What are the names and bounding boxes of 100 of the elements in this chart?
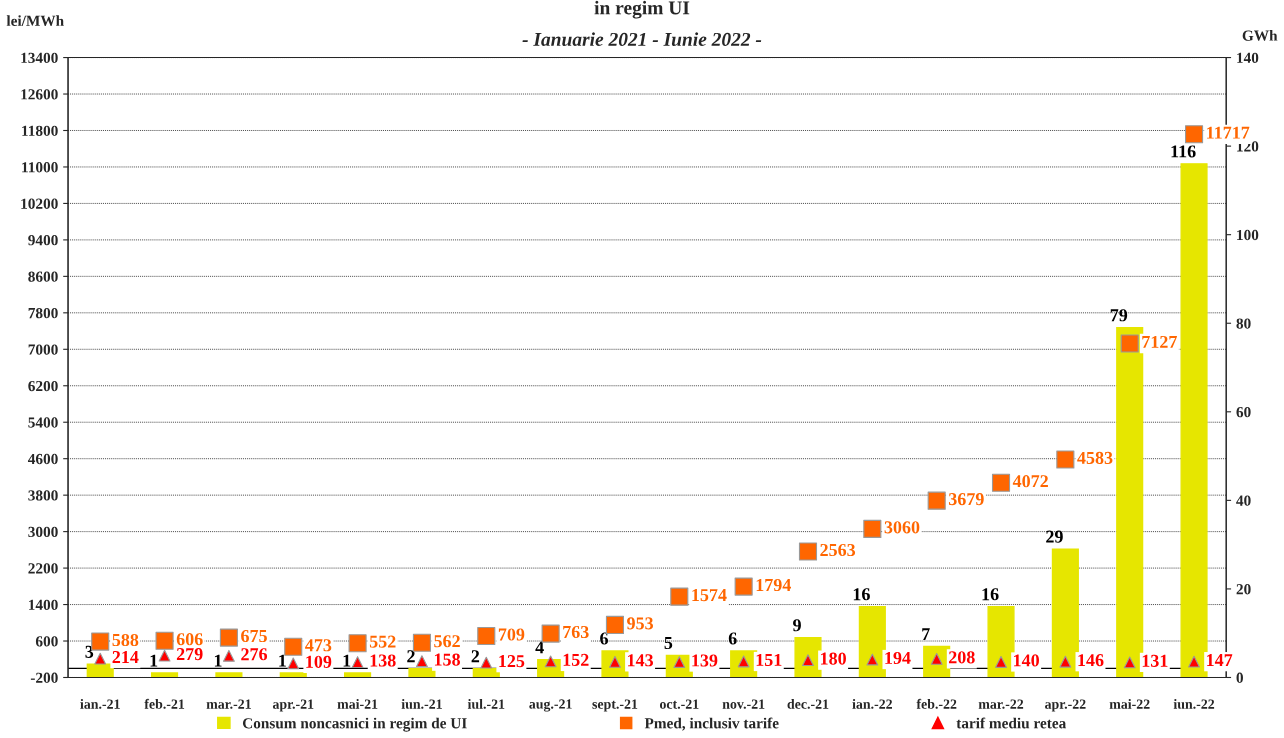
point bbox=[798, 542, 818, 561]
point bbox=[1056, 450, 1075, 469]
x-tick-label: iun.-22 bbox=[1173, 699, 1215, 709]
point bbox=[287, 657, 300, 670]
data-label: 279 bbox=[176, 648, 203, 661]
data-label: 9 bbox=[793, 619, 801, 632]
y-tick-label: 3800 bbox=[28, 490, 58, 501]
data-label: 2 bbox=[471, 650, 480, 663]
x-tick-label: apr.-21 bbox=[272, 699, 314, 712]
data-label: 138 bbox=[370, 654, 396, 667]
bar bbox=[344, 672, 372, 678]
data-label: 194 bbox=[885, 651, 911, 665]
point bbox=[91, 632, 110, 651]
y2-tick-label: 20 bbox=[1236, 584, 1251, 595]
point bbox=[412, 633, 431, 652]
bar bbox=[408, 667, 436, 678]
x-tick-label: nov.-21 bbox=[722, 699, 765, 709]
point bbox=[927, 491, 946, 510]
data-label: 152 bbox=[563, 653, 589, 666]
point bbox=[94, 652, 107, 665]
x-tick-label: mai-22 bbox=[1109, 699, 1150, 709]
y-tick-label: 11000 bbox=[22, 162, 58, 173]
point bbox=[734, 577, 753, 596]
data-label: 1 bbox=[214, 654, 222, 667]
y-axis-title: lei/MWh bbox=[6, 15, 64, 27]
data-label: 4583 bbox=[1077, 451, 1113, 464]
data-label: 140 bbox=[1014, 654, 1039, 667]
data-label: 151 bbox=[756, 653, 782, 666]
x-tick-label: mar.-21 bbox=[206, 699, 251, 709]
y-tick-label: 7000 bbox=[28, 344, 58, 355]
data-label: 5 bbox=[664, 637, 673, 650]
data-label: 552 bbox=[369, 635, 396, 648]
y-tick-label: 10200 bbox=[21, 198, 58, 209]
data-label: 1 bbox=[279, 654, 286, 667]
bar bbox=[215, 672, 243, 678]
y2-tick-label: 0 bbox=[1236, 672, 1243, 683]
data-label: 606 bbox=[176, 633, 203, 646]
data-label: 276 bbox=[241, 648, 268, 661]
y2-tick-label: 140 bbox=[1237, 52, 1259, 64]
y2-tick-label: 100 bbox=[1237, 229, 1259, 241]
point bbox=[1188, 655, 1200, 668]
x-tick-label: iul.-21 bbox=[467, 699, 505, 709]
data-label: 147 bbox=[1207, 654, 1233, 667]
data-label: 763 bbox=[563, 625, 589, 639]
bar bbox=[1180, 163, 1208, 678]
x-tick-label: dec.-21 bbox=[787, 699, 829, 709]
bar bbox=[279, 672, 307, 678]
y-tick-label: 9400 bbox=[28, 235, 58, 246]
data-label: 3679 bbox=[948, 493, 984, 506]
data-label: 139 bbox=[692, 654, 718, 667]
x-tick-label: mai-21 bbox=[337, 699, 378, 709]
data-label: 116 bbox=[1171, 145, 1196, 158]
point bbox=[158, 649, 171, 662]
point bbox=[1120, 334, 1139, 353]
data-label: 4072 bbox=[1012, 475, 1048, 488]
point bbox=[348, 634, 367, 653]
point bbox=[416, 655, 428, 668]
y-tick-label: -200 bbox=[30, 672, 58, 683]
y-tick-label: 600 bbox=[35, 636, 58, 647]
point bbox=[155, 631, 174, 650]
y-tick-label: 4600 bbox=[27, 453, 58, 465]
point bbox=[284, 637, 303, 656]
y-tick-label: 3000 bbox=[28, 526, 58, 538]
data-label: 11717 bbox=[1207, 126, 1250, 139]
y2-tick-label: 60 bbox=[1236, 406, 1251, 418]
data-label: 109 bbox=[306, 655, 332, 668]
x-tick-label: iun.-21 bbox=[401, 699, 442, 709]
x-tick-label: feb.-22 bbox=[916, 698, 957, 709]
data-label: 16 bbox=[982, 588, 999, 601]
data-label: 473 bbox=[305, 639, 332, 652]
data-label: 7127 bbox=[1142, 335, 1177, 348]
data-label: 1 bbox=[150, 654, 158, 667]
data-label: 16 bbox=[853, 588, 870, 601]
data-label: 562 bbox=[434, 635, 460, 648]
data-label: 3060 bbox=[884, 521, 920, 534]
y-tick-label: 7800 bbox=[28, 307, 58, 319]
bar bbox=[987, 605, 1015, 678]
data-label: 180 bbox=[821, 652, 846, 665]
data-label: 1794 bbox=[756, 578, 792, 592]
data-label: 709 bbox=[498, 628, 525, 641]
point bbox=[477, 626, 496, 646]
y-tick-label: 11800 bbox=[22, 125, 58, 136]
data-label: 7 bbox=[922, 628, 930, 640]
x-tick-label: ian.-21 bbox=[80, 699, 120, 709]
x-tick-label: feb.-21 bbox=[144, 698, 185, 709]
chart-title: in regim UI bbox=[594, 0, 690, 19]
legend-label: Consum noncasnici in regim de UI bbox=[242, 717, 467, 732]
data-label: 125 bbox=[499, 655, 525, 668]
x-tick-label: apr.-22 bbox=[1045, 699, 1086, 712]
point bbox=[480, 656, 493, 669]
legend-label: tarif mediu retea bbox=[956, 717, 1067, 729]
data-label: 146 bbox=[1078, 654, 1104, 667]
data-label: 675 bbox=[241, 629, 267, 643]
data-label: 1 bbox=[343, 654, 351, 667]
y2-axis-title: GWh bbox=[1242, 29, 1278, 41]
point bbox=[863, 519, 882, 538]
y2-tick-label: 40 bbox=[1236, 495, 1251, 506]
data-label: 953 bbox=[627, 617, 654, 630]
data-label: 588 bbox=[112, 633, 139, 647]
data-label: 2563 bbox=[820, 543, 856, 557]
